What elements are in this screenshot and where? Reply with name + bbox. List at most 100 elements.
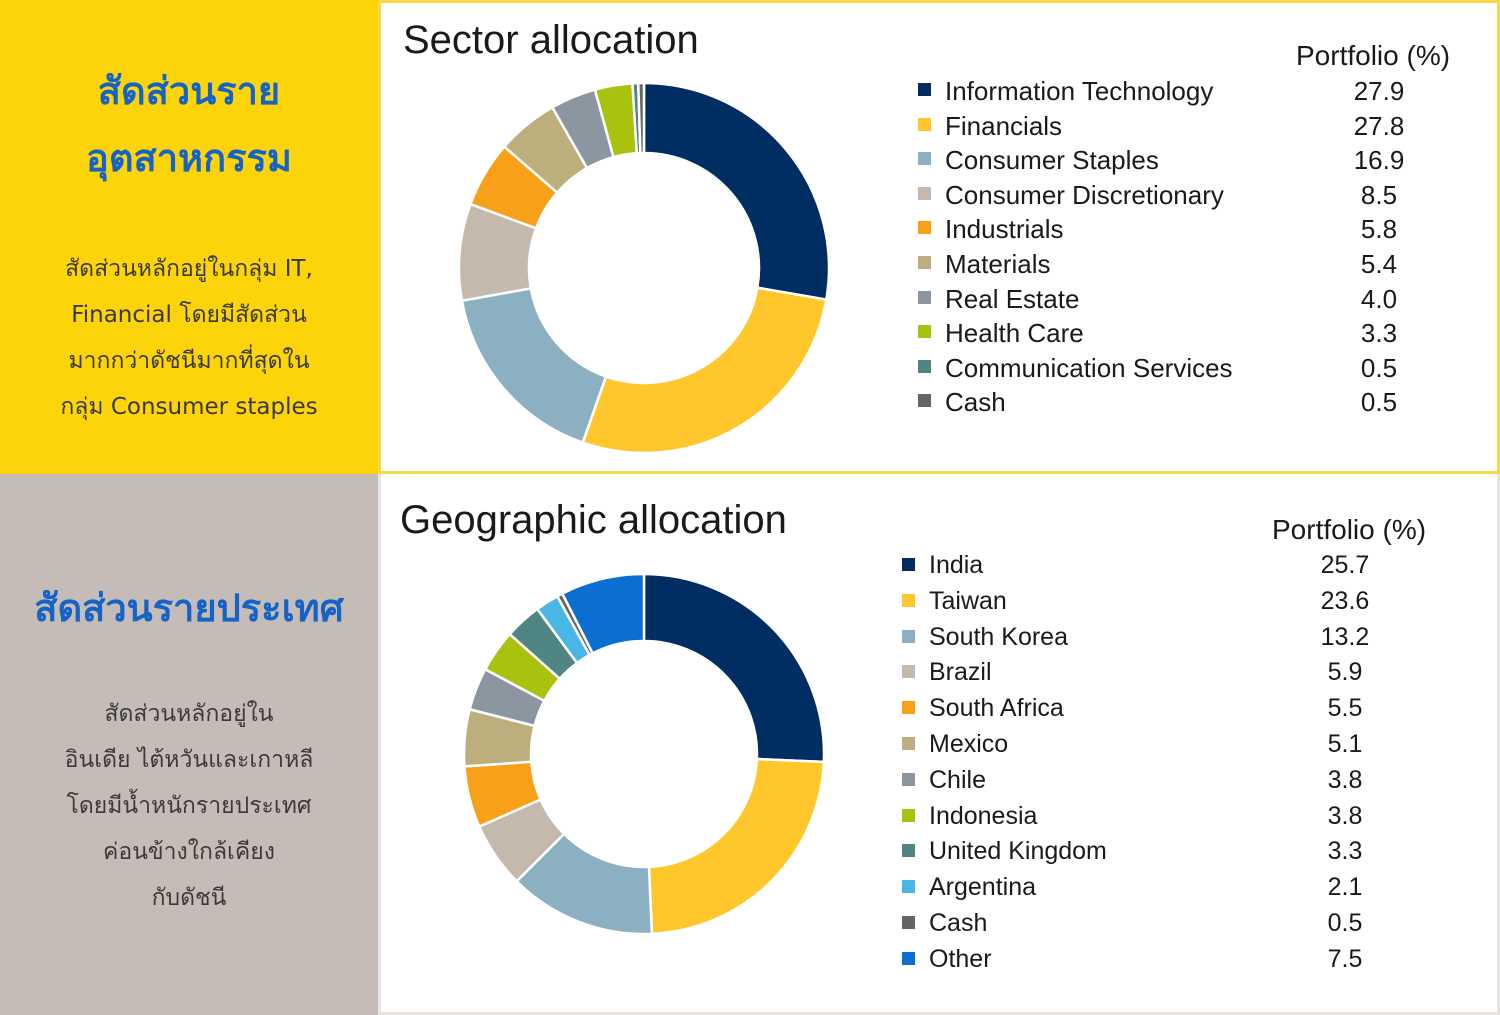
sector-legend-item: Communication Services 0.5 <box>918 353 1478 385</box>
sector-legend-swatch <box>918 221 931 235</box>
geo-chart-panel <box>378 474 1500 1015</box>
geo-legend-item: Chile 3.8 <box>902 766 1462 797</box>
sector-legend-value: 0.5 <box>1360 352 1398 383</box>
geo-legend-label: Other <box>929 944 992 973</box>
sector-legend-label: Information Technology <box>945 76 1214 106</box>
sector-legend-swatch <box>918 83 931 96</box>
geo-legend-item: Cash 0.5 <box>902 909 1462 940</box>
geo-legend-label: Argentina <box>929 873 1037 902</box>
sector-legend-value: 5.4 <box>1360 249 1398 279</box>
sector-donut-slice-cash <box>636 81 646 155</box>
geo-legend-item: South Korea 13.2 <box>902 623 1462 654</box>
sector-legend-label: Consumer Discretionary <box>945 179 1224 210</box>
sector-side-desc-line: มากกว่าดัชนีมากที่สุดใน <box>68 348 310 374</box>
geo-side-panel: สัดส่วนรายประเทศ สัดส่วนหลักอยู่ใน อินเด… <box>0 474 378 1015</box>
sector-legend-item: Materials 5.4 <box>918 249 1478 281</box>
geo-side-desc-line: กับดัชนี <box>151 885 227 911</box>
sector-legend-item: Industrials 5.8 <box>918 214 1478 246</box>
geo-legend-value: 3.8 <box>1327 801 1363 830</box>
sector-legend-item: Cash 0.5 <box>918 387 1478 419</box>
sector-side-title-line: สัดส่วนราย <box>97 69 281 113</box>
sector-legend-label: Financials <box>945 110 1063 141</box>
sector-value-column-header: Portfolio (%) <box>1296 40 1451 71</box>
sector-legend-item: Real Estate 4.0 <box>918 284 1478 316</box>
sector-legend-value: 27.8 <box>1353 110 1405 141</box>
sector-legend-item: Consumer Staples 16.9 <box>918 145 1478 177</box>
sector-side-desc-line: สัดส่วนหลักอยู่ในกลุ่ม IT, <box>65 256 313 282</box>
geo-legend-item: United Kingdom 3.3 <box>902 837 1462 868</box>
sector-legend-swatch <box>918 186 931 200</box>
geo-legend-item: Argentina 2.1 <box>902 873 1462 904</box>
geo-legend-swatch <box>902 665 915 679</box>
geo-legend-item: Brazil 5.9 <box>902 658 1462 689</box>
sector-donut-slice-financials <box>581 286 828 455</box>
geo-legend-swatch <box>902 772 915 786</box>
geo-legend-label: Chile <box>929 765 986 794</box>
sector-legend-item: Consumer Discretionary 8.5 <box>918 180 1478 212</box>
geo-legend-swatch <box>902 808 915 822</box>
geo-legend-item: Taiwan 23.6 <box>902 587 1462 618</box>
geo-legend-swatch <box>902 916 915 929</box>
geo-legend-value: 5.1 <box>1327 730 1363 758</box>
sector-legend-item: Information Technology 27.9 <box>918 76 1478 108</box>
sector-legend-swatch <box>918 117 931 131</box>
sector-chart-title: Sector allocation <box>403 18 699 62</box>
geo-legend-swatch <box>902 880 915 894</box>
sector-side-desc-line: Financial โดยมีสัดส่วน <box>71 302 307 328</box>
sector-side-panel: สัดส่วนราย อุตสาหกรรม สัดส่วนหลักอยู่ในก… <box>0 0 378 474</box>
sector-legend-swatch <box>918 359 931 373</box>
geo-legend-value: 25.7 <box>1320 551 1370 579</box>
geo-legend-value: 3.8 <box>1327 765 1363 794</box>
geo-chart-title: Geographic allocation <box>400 498 787 542</box>
sector-legend-label: Communication Services <box>945 352 1233 383</box>
geo-legend-label: Mexico <box>929 730 1009 758</box>
geo-legend-swatch <box>902 701 915 715</box>
geo-legend-label: Cash <box>929 909 988 937</box>
sector-donut-slice-information-technology <box>642 81 831 302</box>
sector-legend-item: Financials 27.8 <box>918 111 1478 143</box>
geo-side-desc-line: โดยมีน้ำหนักรายประเทศ <box>66 793 312 819</box>
geo-legend-label: Brazil <box>929 658 992 687</box>
geo-donut-chart <box>462 572 826 936</box>
geo-legend-value: 3.3 <box>1327 837 1363 866</box>
geo-legend-label: Taiwan <box>929 586 1007 615</box>
geo-legend-label: India <box>929 551 984 579</box>
sector-legend-swatch <box>918 290 931 304</box>
geo-legend-value: 0.5 <box>1327 909 1363 937</box>
geo-legend-value: 2.1 <box>1327 873 1363 902</box>
geo-legend-swatch <box>902 844 915 858</box>
sector-legend-value: 3.3 <box>1360 318 1398 349</box>
sector-legend-swatch <box>918 325 931 339</box>
geo-legend-item: South Africa 5.5 <box>902 694 1462 725</box>
geo-legend-swatch <box>902 737 915 750</box>
sector-legend-label: Real Estate <box>945 283 1080 314</box>
geo-donut-slice-india <box>642 572 826 764</box>
geo-value-column-header: Portfolio (%) <box>1272 514 1427 545</box>
geo-legend-label: United Kingdom <box>929 837 1107 866</box>
geo-legend-value: 5.9 <box>1327 658 1363 687</box>
sector-legend-label: Industrials <box>945 214 1064 245</box>
sector-legend-item: Health Care 3.3 <box>918 318 1478 350</box>
geo-legend-item: Other 7.5 <box>902 945 1462 976</box>
geo-side-desc-line: ค่อนข้างใกล้เคียง <box>103 839 275 865</box>
geo-legend-item: Indonesia 3.8 <box>902 802 1462 833</box>
geo-side-desc-line: สัดส่วนหลักอยู่ใน <box>104 701 274 727</box>
sector-donut-slice-consumer-staples <box>460 286 608 445</box>
geo-legend-label: South Korea <box>929 622 1068 651</box>
geo-legend-swatch <box>902 629 915 643</box>
geo-legend-value: 5.5 <box>1327 694 1363 723</box>
geo-legend-item: India 25.7 <box>902 551 1462 582</box>
geo-legend-label: South Africa <box>929 694 1064 723</box>
geo-donut-slice-taiwan <box>647 757 826 936</box>
sector-legend-value: 0.5 <box>1360 387 1398 418</box>
geo-donut-slice-other <box>560 572 646 655</box>
geo-side-desc-line: อินเดีย ไต้หวันและเกาหลี <box>64 747 314 773</box>
sector-legend-value: 5.8 <box>1360 214 1398 245</box>
geo-legend-item: Mexico 5.1 <box>902 730 1462 761</box>
sector-legend-swatch <box>918 256 931 269</box>
sector-side-desc-line: กลุ่ม Consumer staples <box>60 394 318 420</box>
geo-legend-swatch <box>902 951 915 965</box>
sector-legend-value: 16.9 <box>1353 145 1405 176</box>
geo-legend-value: 13.2 <box>1320 622 1370 651</box>
